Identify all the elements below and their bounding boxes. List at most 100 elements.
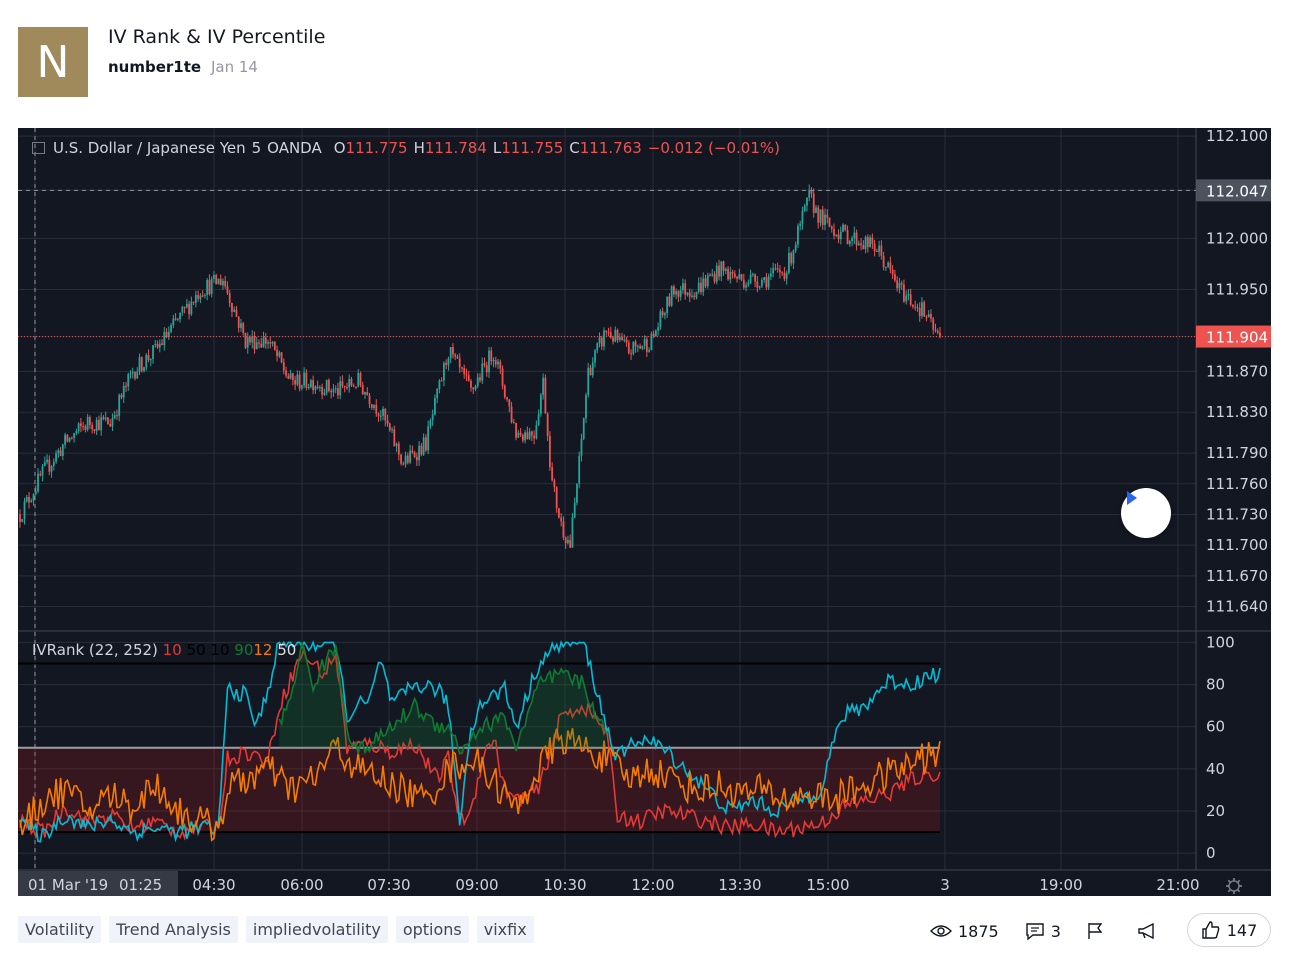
candle xyxy=(679,285,682,301)
candle-body xyxy=(625,339,628,343)
candle xyxy=(79,417,82,433)
tag-options[interactable]: options xyxy=(395,916,469,943)
candle-body xyxy=(312,380,315,391)
candle xyxy=(657,322,660,336)
like-button[interactable]: 147 xyxy=(1187,913,1271,947)
candle-body xyxy=(285,370,287,376)
candle-body xyxy=(39,473,42,476)
play-button[interactable] xyxy=(1121,488,1171,538)
candle-body xyxy=(246,337,249,348)
candle-body xyxy=(316,386,319,389)
candle xyxy=(104,411,107,422)
time-tick-label: 09:00 xyxy=(455,876,498,894)
candle-body xyxy=(499,361,502,369)
candle-body xyxy=(213,274,215,279)
candle xyxy=(393,425,396,447)
candle xyxy=(648,347,651,353)
share-button[interactable] xyxy=(1137,922,1157,940)
tag-volatility[interactable]: Volatility xyxy=(18,916,102,943)
candle-body xyxy=(799,223,802,227)
candle xyxy=(905,290,908,305)
candle-body xyxy=(747,282,750,286)
candle xyxy=(431,409,434,426)
candle xyxy=(43,456,46,467)
candle-body xyxy=(75,431,78,434)
candle-body xyxy=(91,424,94,430)
candle xyxy=(467,370,470,382)
author-name[interactable]: number1te xyxy=(108,58,202,76)
tag-vixfix[interactable]: vixfix xyxy=(476,916,534,943)
candle xyxy=(384,407,387,427)
candle-body xyxy=(677,291,680,297)
candle-body xyxy=(143,367,145,371)
candle xyxy=(736,275,738,283)
tag-impliedvolatility[interactable]: impliedvolatility xyxy=(245,916,388,943)
idea-title[interactable]: IV Rank & IV Percentile xyxy=(108,26,326,48)
candle xyxy=(282,358,285,375)
candle xyxy=(429,418,432,429)
candle xyxy=(490,346,493,366)
comments-button[interactable]: 3 xyxy=(1025,922,1061,941)
candle xyxy=(170,323,172,334)
last-price-label: 111.904 xyxy=(1206,329,1268,347)
candle-body xyxy=(429,420,432,427)
candle-body xyxy=(824,214,826,225)
candle xyxy=(158,339,161,353)
candle xyxy=(567,535,569,545)
calendar-icon[interactable] xyxy=(32,142,45,154)
candle xyxy=(174,313,177,321)
candle-body xyxy=(738,274,741,279)
candle-body xyxy=(456,356,459,359)
candle xyxy=(368,392,371,409)
series-line-ivrank-high xyxy=(278,642,608,755)
candle xyxy=(46,454,48,465)
candle-body xyxy=(521,434,524,441)
candle-body xyxy=(632,341,635,354)
candle-body xyxy=(488,350,490,373)
indicator-name[interactable]: IVRank (22, 252) xyxy=(32,641,158,659)
candle xyxy=(706,272,709,289)
candle-body xyxy=(729,271,732,280)
candle xyxy=(742,273,745,290)
candle-body xyxy=(467,375,470,381)
candle xyxy=(862,240,865,250)
candle xyxy=(436,387,439,404)
author-avatar[interactable]: N xyxy=(18,27,88,97)
candle-body xyxy=(375,404,378,414)
candle xyxy=(585,392,587,423)
candle xyxy=(551,462,554,482)
candle xyxy=(120,393,123,400)
price-tick-label: 111.830 xyxy=(1206,403,1268,421)
candle-body xyxy=(447,358,450,365)
tag-trend-analysis[interactable]: Trend Analysis xyxy=(109,916,238,943)
candle xyxy=(77,422,80,434)
candle-body xyxy=(751,274,754,276)
report-button[interactable] xyxy=(1087,922,1103,940)
candle xyxy=(808,184,811,202)
symbol-name[interactable]: U.S. Dollar / Japanese Yen xyxy=(53,139,246,157)
candle xyxy=(632,341,635,356)
candle xyxy=(544,374,547,414)
candle-body xyxy=(515,422,517,438)
thumbs-up-icon xyxy=(1202,921,1220,939)
time-tick-label: 3 xyxy=(940,876,950,894)
candle-body xyxy=(156,343,159,348)
candle xyxy=(352,383,355,388)
candle xyxy=(41,463,44,482)
candle-body xyxy=(420,445,423,455)
candle-body xyxy=(271,341,274,344)
candle-body xyxy=(754,274,756,282)
candle-body xyxy=(235,309,238,317)
chart-snapshot[interactable]: 112.100 112.000 111.950 111.870 111.830 111.7… xyxy=(18,128,1271,896)
candle-body xyxy=(537,413,540,426)
candle xyxy=(591,357,594,378)
candle xyxy=(413,450,416,459)
candle xyxy=(925,315,928,322)
candle xyxy=(618,333,621,343)
candle xyxy=(411,445,414,454)
candle-body xyxy=(415,456,418,461)
candle xyxy=(936,328,939,335)
candle-body xyxy=(923,302,926,317)
candle xyxy=(449,346,452,364)
candle-body xyxy=(483,363,486,366)
